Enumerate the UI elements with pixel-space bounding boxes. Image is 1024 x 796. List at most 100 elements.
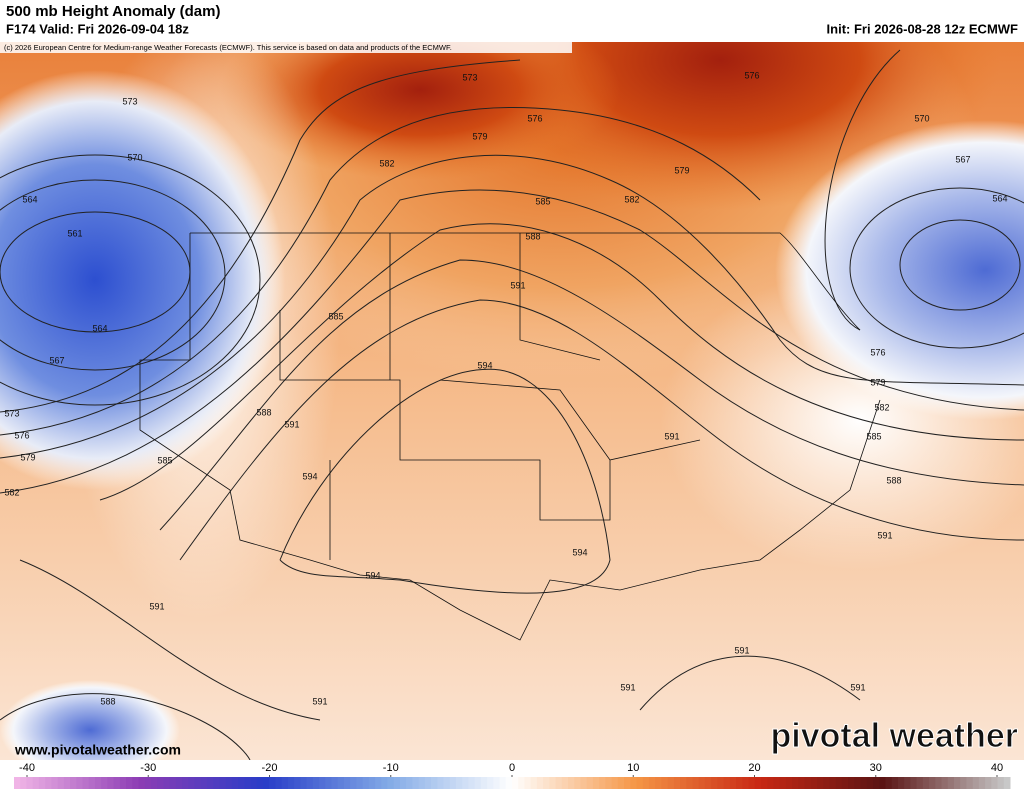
colorbar-segment bbox=[20, 777, 27, 789]
contour-label: 582 bbox=[874, 402, 889, 412]
colorbar-tick-label: -40 bbox=[19, 762, 35, 774]
colorbar-tick-label: -20 bbox=[262, 762, 278, 774]
colorbar-segment bbox=[449, 777, 457, 789]
colorbar-segment bbox=[362, 777, 370, 789]
colorbar-segment bbox=[704, 777, 712, 789]
colorbar-segment bbox=[761, 777, 768, 789]
colorbar-segment bbox=[997, 777, 1005, 789]
colorbar-segment bbox=[200, 777, 208, 789]
contour-label: 585 bbox=[328, 311, 343, 321]
contour-label: 585 bbox=[535, 196, 550, 206]
contour-label: 570 bbox=[127, 152, 142, 162]
colorbar-segment bbox=[63, 777, 71, 789]
colorbar-segment bbox=[673, 777, 681, 789]
colorbar-segment bbox=[935, 777, 943, 789]
colorbar-segment bbox=[823, 777, 830, 789]
colorbar-segment bbox=[399, 777, 407, 789]
colorbar: -40 -30 -20 -10 0 10 20 30 40 bbox=[14, 762, 1011, 789]
colorbar-segment bbox=[437, 777, 445, 789]
colorbar-segment bbox=[32, 777, 40, 789]
colorbar-segment bbox=[244, 777, 252, 789]
contour-label: 573 bbox=[122, 96, 137, 106]
colorbar-segment bbox=[412, 777, 420, 789]
colorbar-segment bbox=[281, 777, 289, 789]
colorbar-segment bbox=[779, 777, 787, 789]
colorbar-segment bbox=[611, 777, 619, 789]
logo: pivotal weather bbox=[770, 717, 1018, 755]
contour-label: 588 bbox=[256, 407, 271, 417]
colorbar-segment bbox=[754, 777, 762, 789]
contour-label: 570 bbox=[914, 113, 929, 123]
colorbar-segment bbox=[655, 777, 662, 789]
colorbar-segment bbox=[468, 777, 476, 789]
credit: (c) 2026 European Centre for Medium-rang… bbox=[4, 43, 452, 52]
colorbar-tick-label: -10 bbox=[383, 762, 399, 774]
colorbar-segment bbox=[206, 777, 214, 789]
colorbar-segment bbox=[636, 777, 644, 789]
colorbar-segment bbox=[642, 777, 650, 789]
contour-label: 588 bbox=[525, 231, 540, 241]
colorbar-segment bbox=[101, 777, 108, 789]
colorbar-segment bbox=[312, 777, 320, 789]
colorbar-segment bbox=[144, 777, 152, 789]
title: 500 mb Height Anomaly (dam) bbox=[6, 3, 220, 20]
contour-label: 591 bbox=[312, 696, 327, 706]
colorbar-segment bbox=[368, 777, 376, 789]
contour-label: 564 bbox=[22, 194, 37, 204]
colorbar-segment bbox=[381, 777, 388, 789]
colorbar-segment bbox=[860, 777, 868, 789]
colorbar-segment bbox=[549, 777, 557, 789]
colorbar-segment bbox=[269, 777, 276, 789]
anomaly-field bbox=[0, 70, 285, 490]
colorbar-segment bbox=[57, 777, 65, 789]
colorbar-segment bbox=[505, 777, 513, 789]
colorbar-segment bbox=[51, 777, 59, 789]
contour-label: 579 bbox=[870, 377, 885, 387]
colorbar-segment bbox=[605, 777, 613, 789]
colorbar-segment bbox=[387, 777, 395, 789]
colorbar-segment bbox=[518, 777, 525, 789]
colorbar-segment bbox=[648, 777, 656, 789]
colorbar-segment bbox=[897, 777, 905, 789]
colorbar-segment bbox=[474, 777, 482, 789]
colorbar-segment bbox=[306, 777, 314, 789]
colorbar-segment bbox=[960, 777, 967, 789]
colorbar-segment bbox=[26, 777, 34, 789]
contour-label: 591 bbox=[284, 419, 299, 429]
colorbar-segment bbox=[157, 777, 164, 789]
colorbar-segment bbox=[14, 777, 21, 789]
colorbar-segment bbox=[350, 777, 357, 789]
anomaly-field bbox=[775, 120, 1024, 420]
colorbar-segment bbox=[717, 777, 725, 789]
colorbar-segment bbox=[70, 777, 77, 789]
colorbar-segment bbox=[119, 777, 127, 789]
colorbar-segment bbox=[592, 777, 600, 789]
colorbar-segment bbox=[985, 777, 992, 789]
colorbar-segment bbox=[213, 777, 220, 789]
colorbar-segment bbox=[978, 777, 986, 789]
credit-box bbox=[0, 42, 572, 53]
colorbar-segment bbox=[804, 777, 812, 789]
contour-label: 567 bbox=[955, 154, 970, 164]
colorbar-segment bbox=[866, 777, 874, 789]
colorbar-segment bbox=[175, 777, 183, 789]
colorbar-segment bbox=[455, 777, 463, 789]
contour-labels: 573 570 564 561 564 567 573 576 579 582 585 588 591 5… bbox=[4, 70, 1007, 706]
colorbar-segment bbox=[767, 777, 774, 789]
colorbar-segment bbox=[966, 777, 974, 789]
colorbar-segment bbox=[256, 777, 264, 789]
colorbar-segment bbox=[94, 777, 102, 789]
colorbar-segment bbox=[431, 777, 438, 789]
anomaly-field bbox=[220, 42, 620, 180]
colorbar-segment bbox=[300, 777, 308, 789]
contour-label: 567 bbox=[49, 355, 64, 365]
colorbar-tick-label: 20 bbox=[748, 762, 760, 774]
colorbar-segment bbox=[723, 777, 731, 789]
colorbar-segment bbox=[555, 777, 563, 789]
init-time: Init: Fri 2026-08-28 12z ECMWF bbox=[827, 21, 1018, 36]
colorbar-segment bbox=[854, 777, 862, 789]
colorbar-segment bbox=[375, 777, 382, 789]
colorbar-segment bbox=[76, 777, 83, 789]
map: 573 570 564 561 564 567 573 576 579 582 585 588 591 5… bbox=[0, 42, 1024, 760]
colorbar-segment bbox=[250, 777, 258, 789]
